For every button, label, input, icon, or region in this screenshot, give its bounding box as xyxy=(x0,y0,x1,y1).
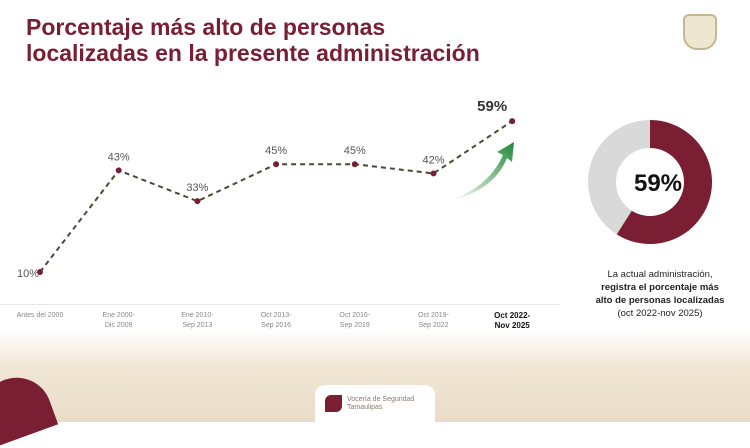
data-label: 45% xyxy=(265,145,287,157)
state-crest-logo xyxy=(683,14,717,50)
footer-text: Vocería de Seguridad xyxy=(347,396,415,403)
x-axis: Antes del 2000 Ene 2000- Dic 2009 Ene 2010-… xyxy=(0,304,560,344)
caption-line: La actual administración, xyxy=(607,269,713,280)
data-point xyxy=(351,161,358,168)
data-point xyxy=(430,170,437,177)
x-tick-label: Oct 2022- Nov 2025 xyxy=(494,311,531,330)
data-label: 43% xyxy=(108,151,130,163)
x-tick-label: Ene 2010- Sep 2013 xyxy=(181,312,214,329)
caption: La actual administración, registra el po… xyxy=(580,268,740,320)
data-point xyxy=(509,118,516,125)
page-title: Porcentaje más alto de personas localizad… xyxy=(26,14,480,66)
title-line: Porcentaje más alto de personas xyxy=(26,14,386,40)
data-label: 10% xyxy=(17,268,39,280)
data-label: 33% xyxy=(186,182,208,194)
data-label: 45% xyxy=(344,145,366,157)
voceria-logo-icon xyxy=(325,395,342,412)
x-tick-label: Antes del 2000 xyxy=(16,312,64,319)
caption-bold: alto de personas localizadas xyxy=(595,295,725,306)
caption-line: (oct 2022-nov 2025) xyxy=(617,308,703,319)
trend-arrow-icon xyxy=(452,142,514,200)
x-tick-label: Oct 2013- Sep 2016 xyxy=(260,312,292,329)
data-label: 42% xyxy=(422,154,444,166)
data-label: 59% xyxy=(477,98,507,115)
data-point xyxy=(273,161,280,168)
x-tick-label: Oct 2016- Sep 2019 xyxy=(339,312,371,329)
donut-label: 59% xyxy=(634,170,682,197)
caption-bold: registra el porcentaje más xyxy=(601,282,719,293)
footer-logo: Vocería de Seguridad Tamaulipas xyxy=(315,385,435,425)
series-line xyxy=(39,120,513,273)
footer-text: Tamaulipas xyxy=(347,404,383,411)
x-tick-label: Oct 2019- Sep 2022 xyxy=(418,312,449,329)
line-chart: 10% 43% 33% 45% 45% 42% 59% 59% xyxy=(17,98,712,280)
data-point xyxy=(37,269,43,275)
data-point xyxy=(194,198,201,205)
title-line: localizadas en la presente administració… xyxy=(26,40,480,66)
data-point xyxy=(115,167,122,174)
x-tick-label: Ene 2000- Dic 2009 xyxy=(102,312,135,329)
donut-slice xyxy=(616,120,712,244)
